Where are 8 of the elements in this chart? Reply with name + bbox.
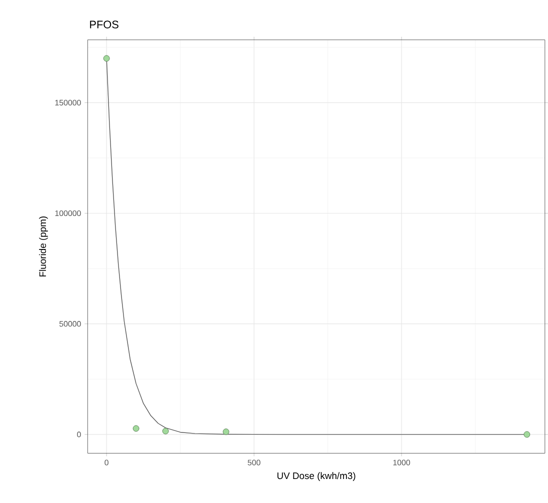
x-axis-title: UV Dose (kwh/m3) [277,472,356,481]
point [162,428,169,434]
point [524,431,530,438]
point [222,428,230,436]
point [103,55,110,62]
chart-title: PFOS [90,20,118,28]
y-axis-title: Fluoride (ppm) [39,216,48,276]
point [132,425,140,432]
